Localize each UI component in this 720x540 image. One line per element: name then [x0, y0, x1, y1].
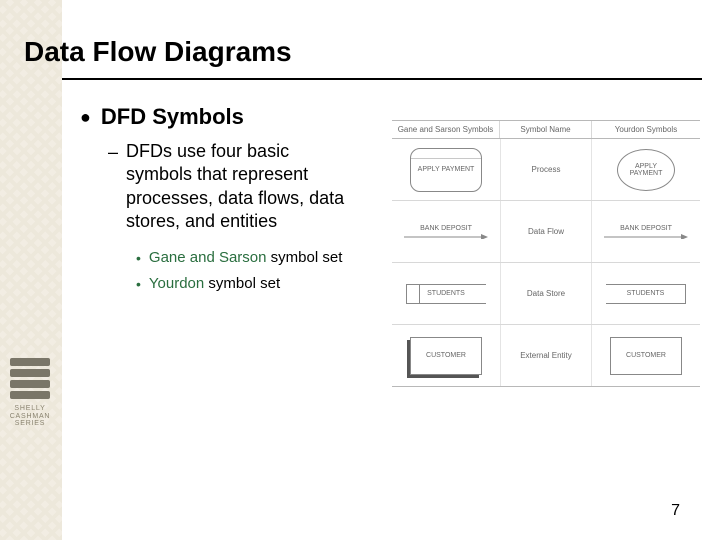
bullet-text: DFDs use four basic symbols that represe…: [126, 140, 356, 234]
dfd-symbols-table: Gane and Sarson Symbols Symbol Name Your…: [392, 120, 700, 387]
bullet-level-3: • Gane and Sarson symbol set: [136, 248, 384, 268]
bullet-level-3: • Yourdon symbol set: [136, 274, 384, 294]
bullet-text: Gane and Sarson symbol set: [149, 248, 342, 268]
slide-title: Data Flow Diagrams: [24, 36, 292, 68]
logo-line: SHELLY: [14, 405, 45, 412]
table-header: Symbol Name: [500, 121, 592, 138]
symbol-name-cell: External Entity: [500, 325, 592, 386]
external-entity-symbol-yourdon: CUSTOMER: [610, 337, 682, 375]
bullet-dot-icon: •: [136, 274, 141, 294]
data-store-symbol-yourdon: STUDENTS: [606, 284, 686, 304]
bullet-level-1: ● DFD Symbols: [80, 104, 384, 130]
symbol-name-cell: Data Flow: [500, 201, 592, 262]
bullet-text: Yourdon symbol set: [149, 274, 280, 294]
bullet-dot-icon: •: [136, 248, 141, 268]
bullet-level-2: – DFDs use four basic symbols that repre…: [108, 140, 384, 234]
bullet-text: DFD Symbols: [101, 104, 244, 130]
logo-line: SERIES: [15, 420, 45, 427]
process-symbol-gane-sarson: APPLY PAYMENT: [410, 148, 482, 192]
gs-symbol-cell: CUSTOMER: [392, 325, 500, 386]
table-row: BANK DEPOSIT Data Flow BANK DEPOSIT: [392, 201, 700, 263]
table-row: STUDENTS Data Store STUDENTS: [392, 263, 700, 325]
symbol-name-cell: Data Store: [500, 263, 592, 324]
gs-symbol-cell: APPLY PAYMENT: [392, 139, 500, 200]
table-row: CUSTOMER External Entity CUSTOMER: [392, 325, 700, 387]
symbol-name-cell: Process: [500, 139, 592, 200]
external-entity-symbol-gane-sarson: CUSTOMER: [410, 337, 482, 375]
series-logo: SHELLY CASHMAN SERIES: [8, 358, 52, 468]
data-store-symbol-gane-sarson: STUDENTS: [406, 284, 486, 304]
yourdon-symbol-cell: APPLY PAYMENT: [592, 139, 700, 200]
data-flow-symbol-gane-sarson: BANK DEPOSIT: [404, 225, 488, 239]
yourdon-symbol-cell: STUDENTS: [592, 263, 700, 324]
table-header: Yourdon Symbols: [592, 121, 700, 138]
process-symbol-yourdon: APPLY PAYMENT: [617, 149, 675, 191]
table-row: APPLY PAYMENT Process APPLY PAYMENT: [392, 139, 700, 201]
page-number: 7: [671, 502, 680, 520]
content-block: ● DFD Symbols – DFDs use four basic symb…: [80, 104, 384, 300]
title-rule: [62, 78, 702, 80]
yourdon-symbol-cell: CUSTOMER: [592, 325, 700, 386]
gs-symbol-cell: BANK DEPOSIT: [392, 201, 500, 262]
logo-line: CASHMAN: [10, 413, 51, 420]
table-header-row: Gane and Sarson Symbols Symbol Name Your…: [392, 120, 700, 139]
bullet-dot-icon: ●: [80, 104, 91, 130]
bullet-dash-icon: –: [108, 140, 118, 164]
data-flow-symbol-yourdon: BANK DEPOSIT: [604, 225, 688, 239]
table-header: Gane and Sarson Symbols: [392, 121, 500, 138]
gs-symbol-cell: STUDENTS: [392, 263, 500, 324]
yourdon-symbol-cell: BANK DEPOSIT: [592, 201, 700, 262]
